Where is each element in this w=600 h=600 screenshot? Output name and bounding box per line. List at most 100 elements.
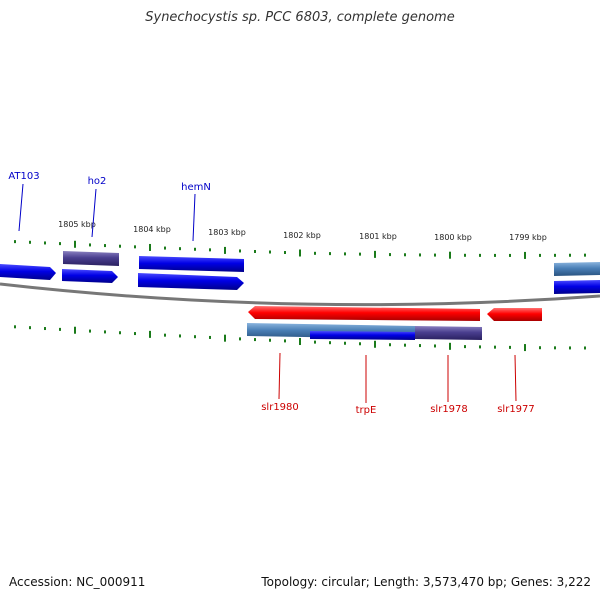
- minor-tick: [254, 249, 256, 253]
- gene-labels: AT103 ho2 hemN slr1980 trpE slr1978 slr1…: [8, 171, 534, 416]
- minor-tick: [389, 343, 391, 347]
- minor-tick: [434, 344, 436, 348]
- minor-tick: [434, 253, 436, 257]
- minor-tick: [509, 253, 511, 257]
- minor-tick: [569, 253, 571, 257]
- minor-tick: [284, 251, 286, 255]
- tick-label: 1803 kbp: [208, 228, 246, 237]
- minor-tick: [494, 345, 496, 349]
- major-tick: [224, 246, 226, 254]
- minor-tick: [584, 253, 586, 257]
- minor-tick: [389, 253, 391, 257]
- minor-tick: [494, 253, 496, 257]
- minor-tick: [404, 253, 406, 257]
- major-tick: [299, 249, 301, 257]
- major-tick: [374, 340, 376, 348]
- major-tick: [524, 251, 526, 259]
- minor-tick: [59, 327, 61, 331]
- minor-tick: [14, 325, 16, 329]
- minor-tick: [194, 335, 196, 339]
- minor-tick: [479, 253, 481, 257]
- minor-tick: [254, 338, 256, 342]
- minor-tick: [569, 346, 571, 350]
- minor-tick: [314, 340, 316, 344]
- gene-bar[interactable]: [554, 262, 600, 276]
- minor-tick: [104, 330, 106, 334]
- minor-tick: [269, 250, 271, 254]
- gene-label-slr1978[interactable]: slr1978: [430, 404, 468, 415]
- map-title: Synechocystis sp. PCC 6803, complete gen…: [145, 10, 455, 25]
- minor-tick: [314, 251, 316, 255]
- major-tick: [299, 338, 301, 346]
- major-tick: [149, 330, 151, 338]
- minor-tick: [464, 345, 466, 349]
- minor-tick: [464, 253, 466, 257]
- tick-marks-bottom: [14, 325, 586, 352]
- minor-tick: [329, 341, 331, 345]
- gene-bar[interactable]: [63, 251, 119, 266]
- minor-tick: [14, 240, 16, 244]
- reverse-strand-features: [247, 306, 542, 340]
- gene-label-slr1977[interactable]: slr1977: [497, 404, 535, 415]
- gene-arrow[interactable]: [487, 308, 542, 321]
- minor-tick: [479, 345, 481, 349]
- gene-bar[interactable]: [554, 280, 600, 294]
- gene-label-hemn[interactable]: hemN: [181, 182, 211, 193]
- gene-label-slr1980[interactable]: slr1980: [261, 402, 299, 413]
- minor-tick: [239, 249, 241, 253]
- minor-tick: [284, 339, 286, 343]
- tick-label: 1802 kbp: [283, 231, 321, 240]
- minor-tick: [419, 344, 421, 348]
- genome-backbone: [0, 282, 600, 307]
- minor-tick: [419, 253, 421, 257]
- minor-tick: [344, 341, 346, 345]
- gene-arrow[interactable]: [0, 264, 56, 280]
- major-tick: [149, 243, 151, 251]
- minor-tick: [134, 245, 136, 249]
- minor-tick: [29, 240, 31, 244]
- minor-tick: [344, 252, 346, 256]
- topology-summary: Topology: circular; Length: 3,573,470 bp…: [261, 575, 591, 589]
- gene-arrow[interactable]: [138, 273, 244, 290]
- tick-label: 1804 kbp: [133, 225, 171, 234]
- tick-label: 1801 kbp: [359, 232, 397, 241]
- minor-tick: [509, 345, 511, 349]
- minor-tick: [404, 343, 406, 347]
- gene-arrow[interactable]: [62, 269, 118, 283]
- minor-tick: [539, 346, 541, 350]
- gene-label-trpe[interactable]: trpE: [356, 405, 377, 416]
- minor-tick: [359, 342, 361, 346]
- forward-label-lines: [18, 183, 196, 242]
- major-tick: [374, 250, 376, 258]
- minor-tick: [89, 243, 91, 247]
- gene-label-ho2[interactable]: ho2: [88, 176, 107, 187]
- minor-tick: [539, 253, 541, 257]
- minor-tick: [119, 244, 121, 248]
- gene-bar[interactable]: [310, 331, 415, 340]
- minor-tick: [584, 346, 586, 350]
- minor-tick: [269, 338, 271, 342]
- gene-bar[interactable]: [139, 256, 244, 272]
- minor-tick: [44, 327, 46, 331]
- gene-arrow[interactable]: [248, 306, 480, 321]
- minor-tick: [44, 241, 46, 245]
- minor-tick: [239, 337, 241, 341]
- major-tick: [449, 251, 451, 259]
- forward-strand-features: [0, 251, 600, 294]
- minor-tick: [554, 346, 556, 350]
- minor-tick: [209, 248, 211, 252]
- tick-marks-top: [14, 240, 586, 259]
- major-tick: [224, 334, 226, 342]
- minor-tick: [104, 244, 106, 248]
- major-tick: [74, 326, 76, 334]
- minor-tick: [554, 253, 556, 257]
- minor-tick: [329, 252, 331, 256]
- minor-tick: [164, 246, 166, 250]
- tick-labels: 1805 kbp 1804 kbp 1803 kbp 1802 kbp 1801…: [58, 220, 547, 242]
- gene-bar[interactable]: [415, 326, 482, 340]
- gene-label-at103[interactable]: AT103: [8, 171, 39, 182]
- minor-tick: [359, 252, 361, 256]
- major-tick: [74, 240, 76, 248]
- tick-label: 1805 kbp: [58, 220, 96, 229]
